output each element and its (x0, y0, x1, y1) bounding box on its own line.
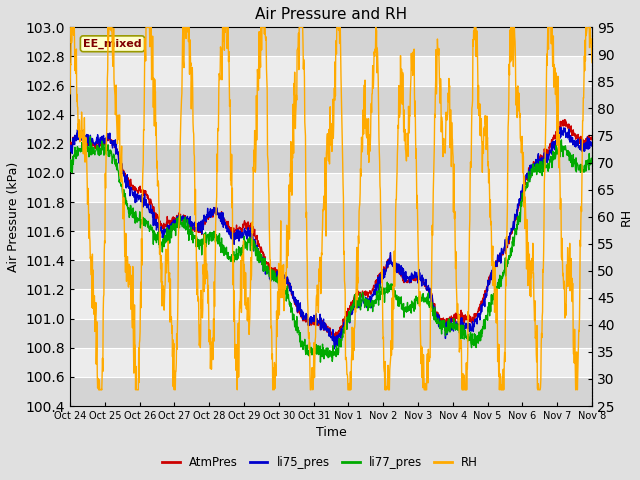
Title: Air Pressure and RH: Air Pressure and RH (255, 7, 407, 22)
Bar (70, 319, 592, 348)
Y-axis label: RH: RH (620, 207, 633, 226)
Bar (70, 260, 592, 289)
Legend: AtmPres, li75_pres, li77_pres, RH: AtmPres, li75_pres, li77_pres, RH (157, 452, 483, 474)
Bar (70, 202, 592, 231)
Bar (70, 377, 592, 406)
X-axis label: Time: Time (316, 426, 346, 440)
Text: EE_mixed: EE_mixed (83, 39, 142, 49)
Bar (70, 144, 592, 173)
Bar (70, 27, 592, 57)
Bar (70, 85, 592, 115)
Y-axis label: Air Pressure (kPa): Air Pressure (kPa) (7, 162, 20, 272)
